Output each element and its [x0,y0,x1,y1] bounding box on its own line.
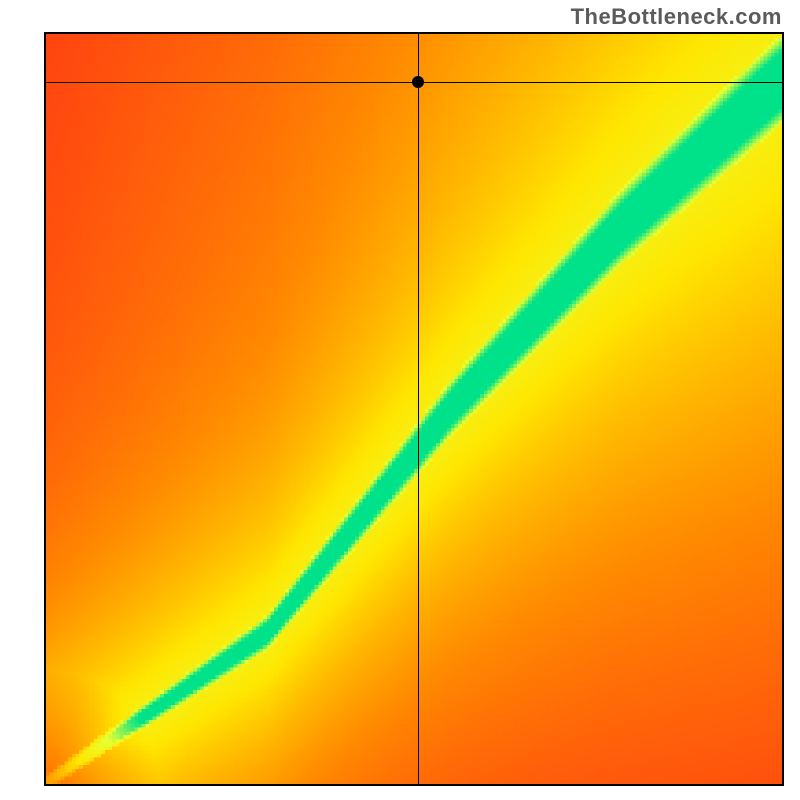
watermark-text: TheBottleneck.com [571,4,782,30]
heatmap-canvas [46,34,782,784]
bottleneck-heatmap [44,32,784,786]
